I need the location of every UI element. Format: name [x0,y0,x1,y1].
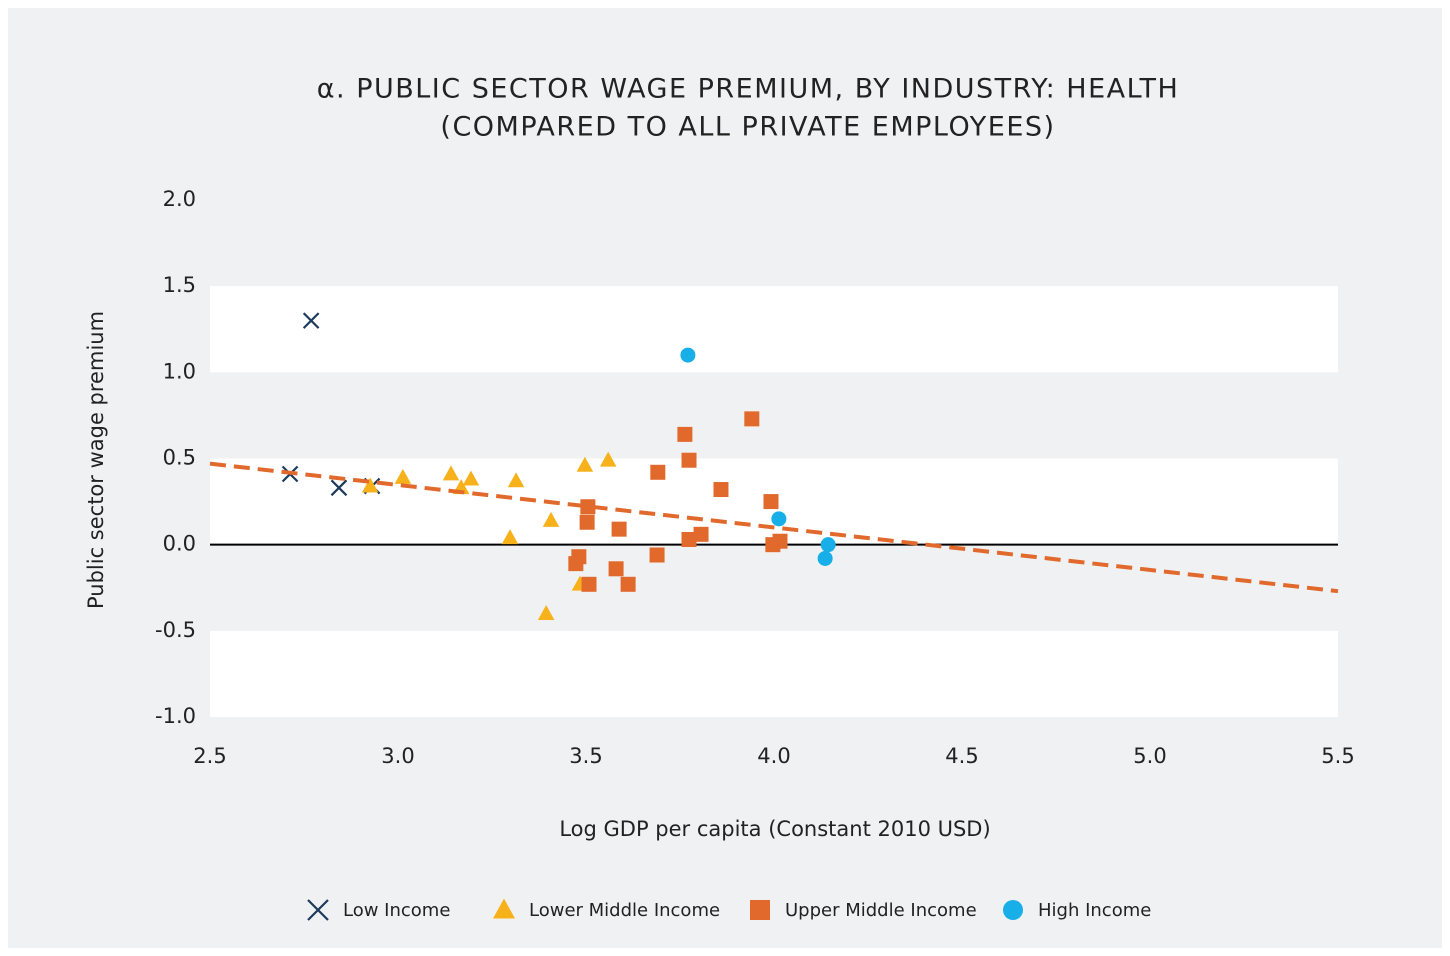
triangle-marker [394,468,412,484]
triangle-marker [493,898,515,919]
legend: Low Income Lower Middle Income Upper Middl… [307,898,1151,921]
circle-marker [817,550,833,566]
square-marker [611,521,627,537]
square-marker [681,531,697,547]
square-marker [649,547,665,563]
square-marker [772,533,788,549]
square-marker [650,464,666,480]
y-tick-label: -0.5 [155,618,196,642]
x-marker [307,899,329,921]
y-axis-label: Public sector wage premium [84,311,108,609]
legend-label: Upper Middle Income [785,900,977,921]
plot: -1.0 -0.5 0.0 0.5 1.0 1.5 2.0 2.5 3.0 3.5 4.0 4.5 5.… [155,187,1355,768]
x-stroke [307,899,329,921]
square-marker [713,482,729,498]
triangle-marker [599,451,617,467]
legend-label: Low Income [343,900,450,921]
x-axis-label: Log GDP per capita (Constant 2010 USD) [559,817,990,841]
triangle-marker [542,511,560,527]
x-marker [302,312,320,329]
triangle-marker [576,456,594,472]
y-tick-label: 0.5 [163,446,196,470]
x-tick-label: 4.5 [945,744,978,768]
x-stroke [330,479,348,497]
trendline [209,461,1339,594]
y-tick-label: 1.5 [163,273,196,297]
square-marker [744,411,760,427]
y-tick-label: -1.0 [155,704,196,728]
triangle-marker [507,472,525,488]
triangle-marker [462,470,480,486]
square-marker [580,499,596,515]
y-tick-label: 0.0 [163,532,196,556]
circle-marker [1003,900,1023,920]
band [210,286,1338,373]
x-marker [330,479,348,497]
bands [210,286,1338,717]
triangle-marker [361,477,379,493]
square-marker [579,514,595,530]
x-tick-label: 5.5 [1321,744,1354,768]
y-tick-label: 2.0 [163,187,196,211]
x-stroke [302,312,320,329]
triangle-marker [501,529,519,545]
square-marker [693,526,709,542]
x-tick-label: 2.5 [193,744,226,768]
square-marker [750,900,770,920]
x-tick-label: 3.0 [381,744,414,768]
square-marker [763,494,779,510]
x-tick-label: 5.0 [1133,744,1166,768]
legend-label: Lower Middle Income [529,900,720,921]
square-marker [620,576,636,592]
legend-label: High Income [1038,900,1151,921]
band [210,630,1338,717]
square-marker [677,426,693,442]
square-marker [568,556,584,572]
x-tick-label: 3.5 [569,744,602,768]
square-marker [581,576,597,592]
chart-title: α. PUBLIC SECTOR WAGE PREMIUM, BY INDUST… [317,74,1180,105]
x-tick-label: 4.0 [757,744,790,768]
square-marker [681,452,697,468]
triangle-marker [537,604,555,620]
y-tick-label: 1.0 [163,359,196,383]
triangle-marker [442,465,460,481]
circle-marker [820,537,836,553]
square-marker [608,561,624,577]
circle-marker [771,511,787,527]
chart-subtitle: (COMPARED TO ALL PRIVATE EMPLOYEES) [440,112,1055,143]
circle-marker [680,347,696,363]
